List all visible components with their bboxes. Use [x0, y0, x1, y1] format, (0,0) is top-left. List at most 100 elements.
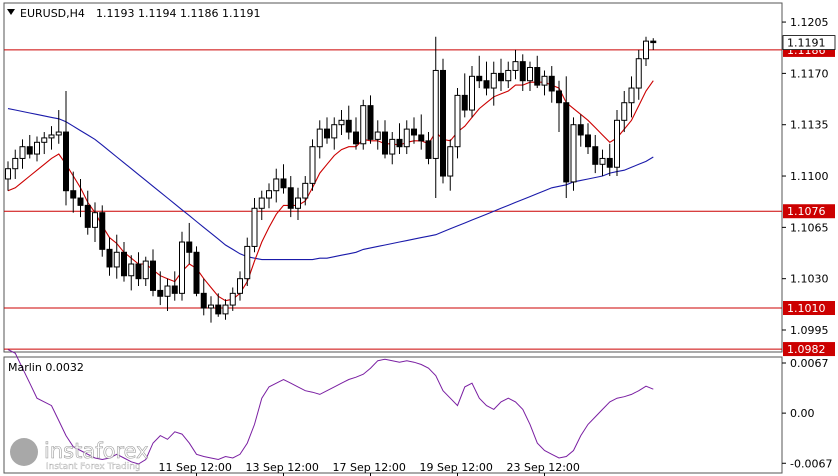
candle [461, 73, 468, 118]
time-axis: 11 Sep 12:00 13 Sep 12:00 17 Sep 12:00 19 S… [159, 461, 580, 476]
candle [635, 49, 642, 100]
price-tick-label: 1.1205 [790, 16, 829, 29]
bear-candle-body [548, 75, 555, 92]
candle [99, 205, 106, 257]
time-tick-label: 11 Sep 12:00 [159, 461, 232, 474]
bull-candle-body [374, 131, 381, 140]
menu-triangle-icon[interactable] [7, 9, 15, 15]
candle [237, 271, 243, 301]
bull-candle-body [527, 67, 533, 82]
candle [338, 110, 345, 135]
bear-candle-body [556, 90, 562, 104]
slow-ma-line [7, 108, 654, 261]
bull-candle-body [273, 178, 280, 192]
logo-globe-icon [10, 438, 38, 466]
candle [171, 271, 178, 301]
candle [266, 183, 272, 209]
bull-candle-body [389, 138, 396, 155]
bull-candle-body [19, 146, 26, 159]
candle [425, 132, 432, 165]
candle [41, 132, 48, 155]
candle [360, 99, 367, 150]
bear-candle-body [324, 128, 330, 139]
bull-candle-body [92, 212, 98, 228]
candle [643, 36, 649, 67]
candle [150, 249, 156, 297]
marlin-line [7, 349, 654, 465]
candle [302, 176, 309, 206]
candle [135, 252, 142, 287]
bear-candle-body [77, 197, 84, 206]
candle [447, 139, 454, 191]
main-panel-frame [3, 2, 783, 353]
candle [186, 222, 193, 265]
bull-candle-body [113, 251, 120, 268]
candle [563, 76, 570, 199]
bull-candle-body [258, 197, 265, 209]
osc-tick-label: 0.00 [790, 407, 815, 420]
bear-candle-body [63, 131, 69, 192]
bull-candle-body [128, 263, 135, 277]
candle [251, 198, 258, 253]
bull-candle-body [614, 119, 620, 168]
bull-candle-body [55, 131, 62, 136]
watermark-brand: instaforex [44, 439, 149, 463]
price-tick-label: 1.1170 [790, 67, 829, 80]
candle [55, 110, 62, 144]
candle [541, 70, 548, 96]
candle [570, 117, 577, 191]
oscillator-panel-frame [3, 356, 783, 474]
osc-tick-label: -0.0067 [790, 457, 832, 470]
candle [121, 242, 127, 282]
candle [345, 105, 352, 140]
candle [519, 54, 526, 91]
candle [527, 61, 533, 91]
bull-candle-body [512, 61, 519, 71]
time-tick-label: 23 Sep 12:00 [507, 461, 580, 474]
candle [324, 117, 330, 144]
candle [128, 255, 135, 291]
candle [280, 164, 287, 194]
bull-candle-body [628, 87, 635, 104]
candle [193, 246, 200, 297]
candle [548, 66, 555, 103]
candle [382, 120, 388, 159]
candle [113, 234, 120, 279]
price-tick-label: 1.1135 [790, 119, 829, 132]
candle [534, 55, 541, 89]
bear-candle-body [353, 131, 359, 145]
bull-candle-body [5, 168, 11, 180]
bear-candle-body [157, 289, 164, 297]
bear-candle-body [563, 102, 570, 183]
candle [367, 95, 374, 144]
bear-candle-body [498, 72, 504, 82]
candle [70, 171, 77, 213]
bull-candle-body [403, 128, 410, 148]
bear-candle-body [650, 40, 657, 44]
candle [215, 293, 222, 317]
oscillator-title: Marlin 0.0032 [8, 361, 84, 374]
candle [106, 237, 113, 276]
current-price-label: 1.1191 [787, 37, 826, 50]
candle [621, 90, 628, 133]
candle [208, 296, 214, 323]
bull-candle-body [12, 157, 19, 170]
bull-candle-body [316, 128, 323, 148]
bear-candle-body [345, 119, 352, 133]
bear-candle-body [425, 140, 432, 159]
bull-candle-body [643, 40, 649, 60]
bear-candle-body [440, 69, 446, 177]
candle [179, 231, 185, 301]
level-price-label: 1.1010 [787, 302, 826, 315]
candle [273, 168, 280, 203]
osc-tick-label: 0.0067 [790, 357, 829, 370]
price-tick-label: 1.0995 [790, 324, 829, 337]
price-tick-label: 1.1065 [790, 221, 829, 234]
bull-candle-body [469, 75, 475, 111]
bear-candle-body [606, 157, 613, 168]
level-price-tag [783, 342, 835, 357]
bear-candle-body [367, 105, 374, 140]
bear-candle-body [287, 187, 294, 209]
candle [63, 90, 69, 206]
